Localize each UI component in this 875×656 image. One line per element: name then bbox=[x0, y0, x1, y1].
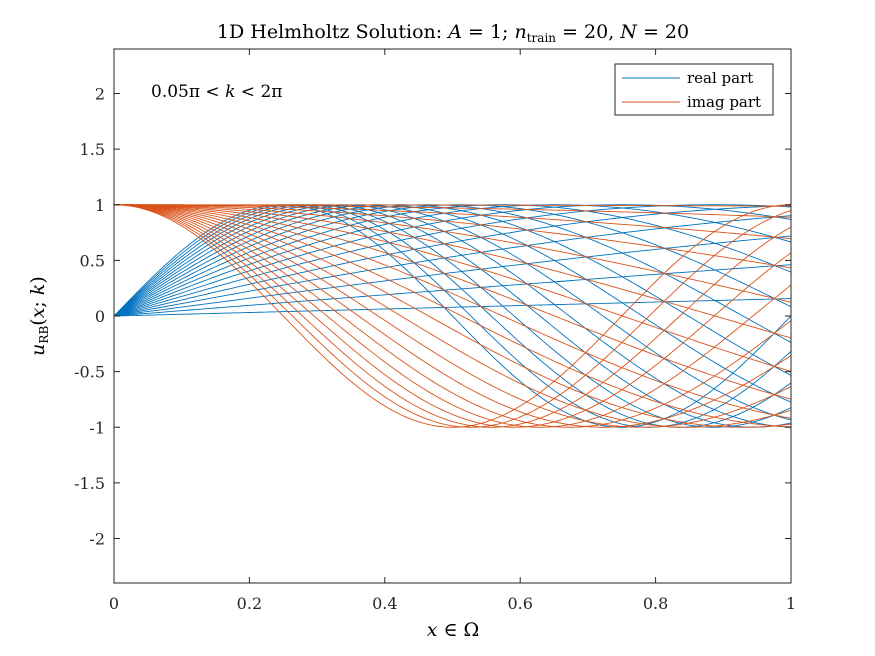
legend: real part imag part bbox=[614, 63, 774, 116]
imag-part-curve bbox=[114, 204, 792, 240]
imag-part-curve bbox=[114, 204, 792, 339]
real-part-curve bbox=[113, 204, 792, 428]
real-part-curve bbox=[113, 204, 792, 421]
imag-part-curve bbox=[113, 204, 792, 428]
x-tick-label: 1 bbox=[786, 594, 796, 613]
real-part-curve bbox=[113, 204, 792, 343]
x-tick-label: 0.4 bbox=[372, 594, 397, 613]
imag-part-curve bbox=[113, 204, 792, 428]
y-tick-label: 1.5 bbox=[80, 140, 105, 159]
legend-box bbox=[614, 63, 774, 116]
y-tick-label: -2 bbox=[89, 530, 105, 549]
x-tick-label: 0.2 bbox=[237, 594, 262, 613]
imag-part-curve bbox=[114, 204, 792, 303]
real-part-curve bbox=[113, 204, 792, 403]
real-part-curve bbox=[113, 204, 792, 428]
y-tick-label: 2 bbox=[95, 85, 105, 104]
real-part-curve bbox=[113, 264, 792, 317]
k-range-annotation: 0.05π < k < 2π bbox=[151, 82, 282, 102]
y-tick-label: -0.5 bbox=[74, 363, 105, 382]
x-tick-label: 0.6 bbox=[507, 594, 532, 613]
imag-part-curve bbox=[113, 204, 792, 428]
imag-part-curve bbox=[113, 204, 792, 428]
imag-part-curve bbox=[113, 204, 792, 428]
imag-part-curve bbox=[114, 204, 792, 269]
series-imag-part bbox=[113, 204, 792, 428]
real-part-curve bbox=[113, 298, 792, 317]
imag-part-curve bbox=[113, 204, 792, 428]
legend-label-real: real part bbox=[687, 69, 753, 87]
x-tick-label: 0 bbox=[109, 594, 119, 613]
imag-part-curve bbox=[113, 204, 792, 428]
real-part-curve bbox=[113, 204, 792, 317]
axis-ticks: 0 0.2 0.4 0.6 0.8 1 2 1.5 1 0.5 0 -0.5 -1 -1.5 -2 bbox=[74, 49, 796, 613]
chart-title: 1D Helmholtz Solution: A = 1; ntrain = 2… bbox=[217, 21, 689, 45]
real-part-curve bbox=[113, 204, 792, 317]
real-part-curve bbox=[113, 205, 792, 317]
real-part-curve bbox=[113, 204, 792, 428]
x-tick-label: 0.8 bbox=[643, 594, 668, 613]
real-part-curve bbox=[113, 215, 792, 317]
real-part-curve bbox=[113, 235, 792, 317]
real-part-curve bbox=[113, 204, 792, 317]
imag-part-curve bbox=[113, 204, 792, 372]
y-tick-label: 0 bbox=[95, 307, 105, 326]
imag-part-curve bbox=[113, 204, 792, 428]
y-tick-label: -1 bbox=[89, 418, 105, 437]
imag-part-curve bbox=[113, 204, 792, 400]
y-tick-label: 0.5 bbox=[80, 251, 105, 270]
real-part-curve bbox=[113, 204, 792, 428]
real-part-curve bbox=[113, 204, 792, 428]
y-axis-label: uRB(x; k) bbox=[27, 276, 51, 356]
legend-label-imag: imag part bbox=[687, 93, 761, 111]
real-part-curve bbox=[113, 204, 792, 376]
x-axis-label: x ∈ Ω bbox=[427, 619, 480, 641]
y-tick-label: 1 bbox=[95, 196, 105, 215]
imag-part-curve bbox=[114, 204, 792, 218]
y-tick-label: -1.5 bbox=[74, 474, 105, 493]
imag-part-curve bbox=[113, 204, 792, 428]
imag-part-curve bbox=[113, 204, 792, 428]
imag-part-curve bbox=[113, 204, 792, 419]
imag-part-curve bbox=[113, 204, 792, 428]
